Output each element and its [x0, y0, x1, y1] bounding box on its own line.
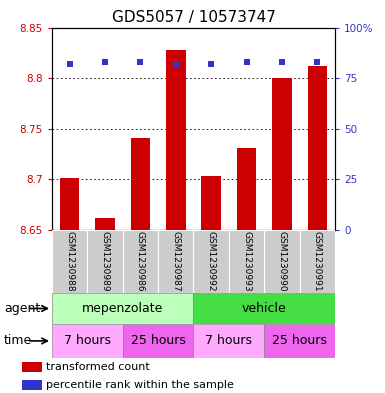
Point — [67, 61, 73, 67]
Bar — [264, 324, 335, 358]
Text: vehicle: vehicle — [242, 302, 286, 315]
Bar — [123, 324, 193, 358]
Text: 7 hours: 7 hours — [205, 334, 252, 347]
Bar — [131, 138, 150, 230]
Text: GSM1230991: GSM1230991 — [313, 231, 322, 292]
Bar — [264, 230, 300, 293]
Bar — [308, 66, 327, 230]
Bar — [52, 324, 123, 358]
Point — [314, 59, 320, 65]
Text: GSM1230990: GSM1230990 — [277, 231, 286, 292]
Text: GSM1230987: GSM1230987 — [171, 231, 180, 292]
Point — [102, 59, 108, 65]
Bar — [272, 78, 291, 230]
Bar — [95, 218, 115, 230]
Bar — [201, 176, 221, 230]
Bar — [229, 230, 264, 293]
Bar — [52, 293, 193, 324]
Bar — [22, 362, 42, 373]
Text: time: time — [4, 334, 32, 347]
Bar — [300, 230, 335, 293]
Bar — [22, 380, 42, 390]
Point — [137, 59, 144, 65]
Bar — [193, 230, 229, 293]
Point — [173, 61, 179, 67]
Text: agent: agent — [4, 302, 40, 315]
Text: transformed count: transformed count — [45, 362, 149, 372]
Bar — [193, 293, 335, 324]
Title: GDS5057 / 10573747: GDS5057 / 10573747 — [112, 10, 275, 25]
Bar — [166, 50, 186, 230]
Bar — [60, 178, 79, 230]
Text: GSM1230992: GSM1230992 — [207, 231, 216, 292]
Point — [243, 59, 249, 65]
Text: GSM1230986: GSM1230986 — [136, 231, 145, 292]
Text: mepenzolate: mepenzolate — [82, 302, 163, 315]
Text: percentile rank within the sample: percentile rank within the sample — [45, 380, 233, 390]
Bar — [193, 324, 264, 358]
Text: 25 hours: 25 hours — [272, 334, 327, 347]
Bar — [237, 148, 256, 230]
Bar — [158, 230, 193, 293]
Text: 25 hours: 25 hours — [131, 334, 186, 347]
Text: GSM1230988: GSM1230988 — [65, 231, 74, 292]
Bar — [52, 230, 87, 293]
Bar — [123, 230, 158, 293]
Bar — [87, 230, 123, 293]
Point — [279, 59, 285, 65]
Text: GSM1230993: GSM1230993 — [242, 231, 251, 292]
Point — [208, 61, 214, 67]
Text: 7 hours: 7 hours — [64, 334, 111, 347]
Text: GSM1230989: GSM1230989 — [100, 231, 110, 292]
